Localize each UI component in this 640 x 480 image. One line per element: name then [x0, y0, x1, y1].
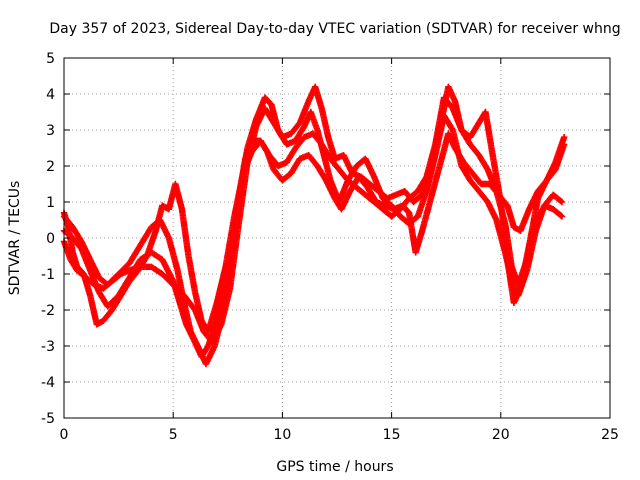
series-4 — [60, 130, 568, 335]
y-tick-label: -4 — [41, 375, 55, 391]
y-tick-label: 0 — [46, 231, 55, 247]
x-axis-label: GPS time / hours — [276, 459, 393, 475]
axis-ticks: 0 5 10 15 20 25 -5 -4 -3 -2 -1 0 1 2 3 4 5 — [41, 51, 619, 443]
y-tick-label: 4 — [46, 87, 55, 103]
data-point — [560, 141, 568, 148]
data-point — [558, 198, 566, 206]
y-tick-label: -5 — [41, 411, 55, 427]
x-tick-label: 15 — [383, 427, 401, 443]
data-point — [557, 212, 565, 219]
y-tick-label: -1 — [41, 267, 55, 283]
data-point — [557, 197, 565, 205]
y-tick-label: 1 — [46, 195, 55, 211]
chart-title: Day 357 of 2023, Sidereal Day-to-day VTE… — [49, 21, 620, 37]
x-tick-label: 20 — [492, 427, 510, 443]
y-tick-label: 2 — [46, 159, 55, 175]
data-points — [60, 83, 568, 368]
y-tick-label: -3 — [41, 339, 55, 355]
y-tick-label: 5 — [46, 51, 55, 67]
y-axis-label: SDTVAR / TECUs — [7, 181, 23, 296]
x-tick-label: 0 — [60, 427, 69, 443]
y-tick-label: -2 — [41, 303, 55, 319]
y-tick-label: 3 — [46, 123, 55, 139]
data-point — [560, 134, 568, 141]
x-tick-label: 10 — [273, 427, 291, 443]
x-tick-label: 25 — [601, 427, 619, 443]
series-3 — [60, 83, 568, 346]
x-tick-label: 5 — [169, 427, 178, 443]
data-point — [558, 213, 566, 220]
